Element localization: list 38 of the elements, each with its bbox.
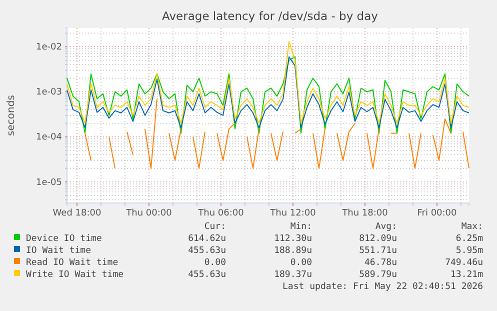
- text: 189.37u: [274, 270, 312, 280]
- text: 46.78u: [364, 258, 397, 268]
- legend-label: Device IO time: [26, 234, 102, 244]
- line-series: [66, 41, 470, 124]
- text: 188.89u: [274, 246, 312, 256]
- text: Min:: [290, 222, 312, 232]
- chart-title: Average latency for /dev/sda - by day: [162, 9, 378, 23]
- text: 551.71u: [359, 246, 397, 256]
- x-tick-label: Thu 00:00: [125, 208, 172, 218]
- legend-label: Read IO Wait time: [26, 258, 118, 268]
- legend-label: IO Wait time: [26, 246, 92, 256]
- text: 5.95m: [456, 246, 483, 256]
- x-tick-label: Wed 18:00: [52, 208, 102, 218]
- legend-label: Write IO Wait time: [26, 270, 124, 280]
- text: Max:: [461, 222, 483, 232]
- text: 0.00: [290, 258, 312, 268]
- x-tick-label: Thu 12:00: [269, 208, 316, 218]
- text: Avg:: [375, 222, 397, 232]
- text: Cur:: [204, 222, 226, 232]
- text: 749.46u: [445, 258, 483, 268]
- text: 13.21m: [450, 270, 483, 280]
- text: 589.79u: [359, 270, 397, 280]
- text: 455.63u: [188, 246, 226, 256]
- y-tick-label: 1e-04: [36, 132, 62, 143]
- text: 112.30u: [274, 234, 312, 244]
- y-axis-title: seconds: [6, 95, 17, 136]
- x-tick-label: Thu 06:00: [197, 208, 244, 218]
- x-tick-label: Fri 00:00: [417, 208, 458, 218]
- text: 6.25m: [456, 234, 483, 244]
- text: 0.00: [204, 258, 226, 268]
- x-tick-label: Thu 18:00: [341, 208, 388, 218]
- text: 455.63u: [188, 270, 226, 280]
- y-tick-label: 1e-02: [36, 42, 62, 53]
- text: 614.62u: [188, 234, 226, 244]
- text: Last update: Fri May 22 02:40:51 2026: [282, 282, 483, 292]
- text: 812.09u: [359, 234, 397, 244]
- y-tick-label: 1e-03: [36, 88, 62, 98]
- y-tick-label: 1e-05: [36, 178, 62, 188]
